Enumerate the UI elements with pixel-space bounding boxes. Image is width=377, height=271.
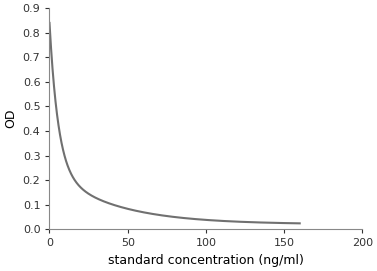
Y-axis label: OD: OD: [4, 109, 17, 128]
X-axis label: standard concentration (ng/ml): standard concentration (ng/ml): [108, 254, 304, 267]
